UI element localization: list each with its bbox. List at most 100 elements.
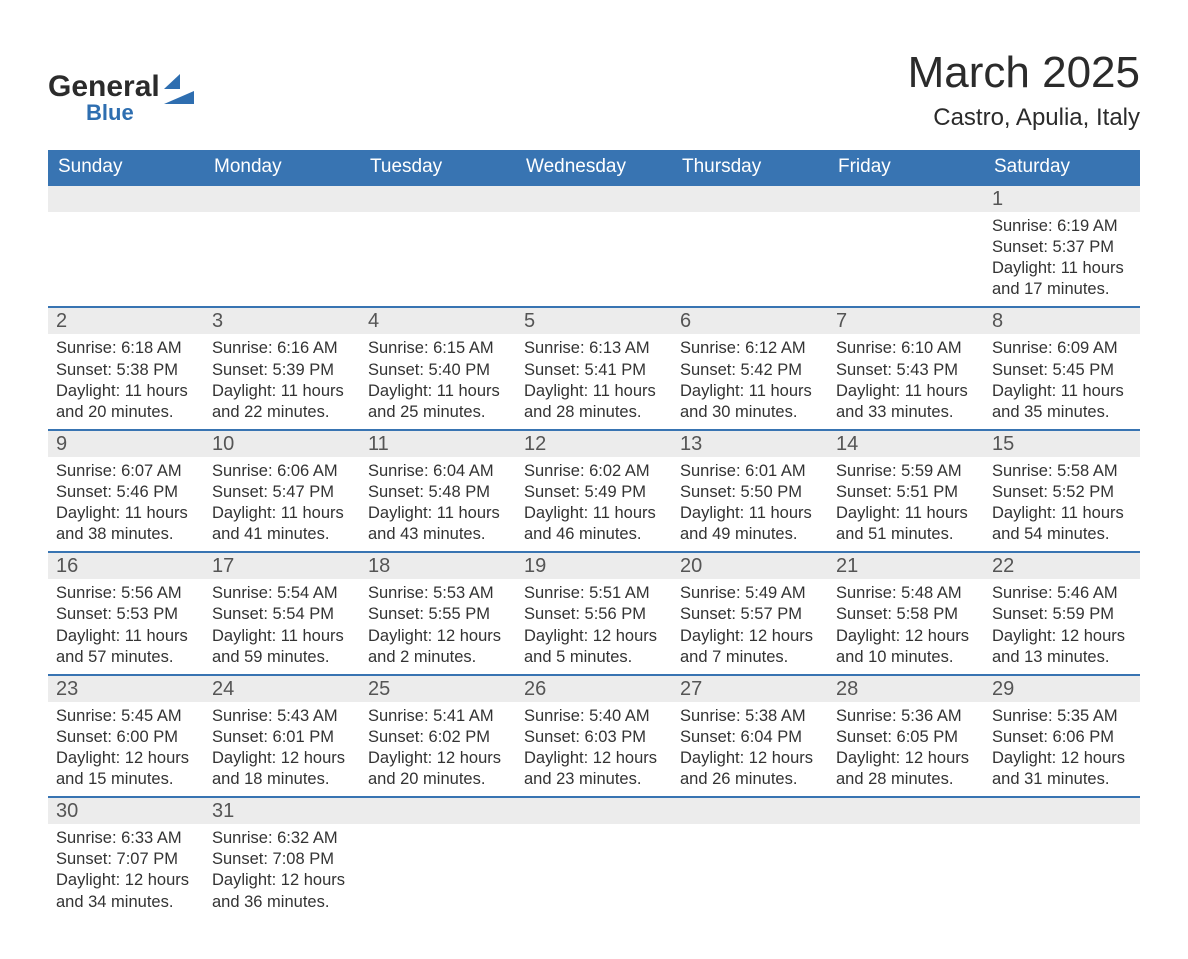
day-details: Sunrise: 5:51 AMSunset: 5:56 PMDaylight:… [516, 579, 672, 673]
daylight-line-2: and 57 minutes. [56, 647, 196, 668]
daylight-line-2: and 22 minutes. [212, 402, 352, 423]
brand-logo: General Blue [48, 48, 198, 126]
daylight-line-2: and 38 minutes. [56, 524, 196, 545]
daylight-line-1: Daylight: 12 hours [212, 748, 352, 769]
sunset-line: Sunset: 5:45 PM [992, 360, 1132, 381]
calendar-day-cell: 4Sunrise: 6:15 AMSunset: 5:40 PMDaylight… [360, 307, 516, 429]
page-header: General Blue March 2025 Castro, Apulia, … [48, 48, 1140, 132]
day-details: Sunrise: 6:18 AMSunset: 5:38 PMDaylight:… [48, 334, 204, 428]
daylight-line-2: and 54 minutes. [992, 524, 1132, 545]
sunset-line: Sunset: 5:53 PM [56, 604, 196, 625]
calendar-header-row: SundayMondayTuesdayWednesdayThursdayFrid… [48, 150, 1140, 185]
day-number [828, 798, 984, 824]
daylight-line-2: and 23 minutes. [524, 769, 664, 790]
logo-word-blue: Blue [86, 100, 160, 126]
sunset-line: Sunset: 5:54 PM [212, 604, 352, 625]
sunrise-line: Sunrise: 6:10 AM [836, 338, 976, 359]
daylight-line-1: Daylight: 11 hours [212, 381, 352, 402]
daylight-line-1: Daylight: 12 hours [212, 870, 352, 891]
sunrise-line: Sunrise: 6:02 AM [524, 461, 664, 482]
title-block: March 2025 Castro, Apulia, Italy [908, 48, 1140, 132]
day-number: 1 [984, 186, 1140, 212]
day-number [360, 186, 516, 212]
day-number: 29 [984, 676, 1140, 702]
day-number: 18 [360, 553, 516, 579]
calendar-day-cell: 20Sunrise: 5:49 AMSunset: 5:57 PMDayligh… [672, 552, 828, 674]
day-details: Sunrise: 5:54 AMSunset: 5:54 PMDaylight:… [204, 579, 360, 673]
day-number: 14 [828, 431, 984, 457]
daylight-line-1: Daylight: 12 hours [56, 870, 196, 891]
calendar-day-cell: 16Sunrise: 5:56 AMSunset: 5:53 PMDayligh… [48, 552, 204, 674]
day-number: 9 [48, 431, 204, 457]
sunrise-line: Sunrise: 6:12 AM [680, 338, 820, 359]
day-details: Sunrise: 6:06 AMSunset: 5:47 PMDaylight:… [204, 457, 360, 551]
daylight-line-1: Daylight: 11 hours [680, 381, 820, 402]
daylight-line-1: Daylight: 12 hours [992, 626, 1132, 647]
daylight-line-1: Daylight: 11 hours [212, 626, 352, 647]
sunrise-line: Sunrise: 6:19 AM [992, 216, 1132, 237]
calendar-empty-cell [516, 797, 672, 918]
sunset-line: Sunset: 5:41 PM [524, 360, 664, 381]
daylight-line-2: and 36 minutes. [212, 892, 352, 913]
day-details: Sunrise: 5:46 AMSunset: 5:59 PMDaylight:… [984, 579, 1140, 673]
daylight-line-2: and 20 minutes. [56, 402, 196, 423]
day-number: 20 [672, 553, 828, 579]
calendar-day-cell: 6Sunrise: 6:12 AMSunset: 5:42 PMDaylight… [672, 307, 828, 429]
sunset-line: Sunset: 7:08 PM [212, 849, 352, 870]
day-details [516, 212, 672, 298]
day-details: Sunrise: 5:59 AMSunset: 5:51 PMDaylight:… [828, 457, 984, 551]
daylight-line-2: and 28 minutes. [836, 769, 976, 790]
calendar-day-cell: 15Sunrise: 5:58 AMSunset: 5:52 PMDayligh… [984, 430, 1140, 552]
sunset-line: Sunset: 5:56 PM [524, 604, 664, 625]
daylight-line-1: Daylight: 12 hours [368, 748, 508, 769]
daylight-line-2: and 25 minutes. [368, 402, 508, 423]
daylight-line-1: Daylight: 11 hours [56, 503, 196, 524]
sunset-line: Sunset: 7:07 PM [56, 849, 196, 870]
daylight-line-2: and 28 minutes. [524, 402, 664, 423]
calendar-day-cell: 2Sunrise: 6:18 AMSunset: 5:38 PMDaylight… [48, 307, 204, 429]
calendar-empty-cell [516, 185, 672, 307]
sunrise-line: Sunrise: 6:18 AM [56, 338, 196, 359]
sunrise-line: Sunrise: 6:15 AM [368, 338, 508, 359]
calendar-day-cell: 11Sunrise: 6:04 AMSunset: 5:48 PMDayligh… [360, 430, 516, 552]
daylight-line-2: and 43 minutes. [368, 524, 508, 545]
day-details [48, 212, 204, 298]
daylight-line-2: and 41 minutes. [212, 524, 352, 545]
sunrise-line: Sunrise: 5:53 AM [368, 583, 508, 604]
day-number: 15 [984, 431, 1140, 457]
sunrise-line: Sunrise: 6:33 AM [56, 828, 196, 849]
daylight-line-1: Daylight: 12 hours [368, 626, 508, 647]
day-number: 13 [672, 431, 828, 457]
sunset-line: Sunset: 5:55 PM [368, 604, 508, 625]
sunset-line: Sunset: 5:47 PM [212, 482, 352, 503]
day-number: 5 [516, 308, 672, 334]
day-details [360, 824, 516, 910]
location-subtitle: Castro, Apulia, Italy [908, 104, 1140, 132]
calendar-day-cell: 10Sunrise: 6:06 AMSunset: 5:47 PMDayligh… [204, 430, 360, 552]
calendar-day-cell: 8Sunrise: 6:09 AMSunset: 5:45 PMDaylight… [984, 307, 1140, 429]
sunset-line: Sunset: 5:58 PM [836, 604, 976, 625]
sunset-line: Sunset: 5:48 PM [368, 482, 508, 503]
daylight-line-2: and 49 minutes. [680, 524, 820, 545]
calendar-day-cell: 30Sunrise: 6:33 AMSunset: 7:07 PMDayligh… [48, 797, 204, 918]
day-details: Sunrise: 5:35 AMSunset: 6:06 PMDaylight:… [984, 702, 1140, 796]
day-details: Sunrise: 5:56 AMSunset: 5:53 PMDaylight:… [48, 579, 204, 673]
day-details [672, 824, 828, 910]
daylight-line-2: and 5 minutes. [524, 647, 664, 668]
sunset-line: Sunset: 5:51 PM [836, 482, 976, 503]
sunset-line: Sunset: 6:04 PM [680, 727, 820, 748]
calendar-day-cell: 17Sunrise: 5:54 AMSunset: 5:54 PMDayligh… [204, 552, 360, 674]
calendar-day-cell: 3Sunrise: 6:16 AMSunset: 5:39 PMDaylight… [204, 307, 360, 429]
sunrise-line: Sunrise: 5:56 AM [56, 583, 196, 604]
day-details [204, 212, 360, 298]
day-details: Sunrise: 6:32 AMSunset: 7:08 PMDaylight:… [204, 824, 360, 918]
day-number [204, 186, 360, 212]
calendar-day-cell: 24Sunrise: 5:43 AMSunset: 6:01 PMDayligh… [204, 675, 360, 797]
day-details: Sunrise: 5:49 AMSunset: 5:57 PMDaylight:… [672, 579, 828, 673]
day-details: Sunrise: 5:45 AMSunset: 6:00 PMDaylight:… [48, 702, 204, 796]
day-number: 31 [204, 798, 360, 824]
daylight-line-2: and 59 minutes. [212, 647, 352, 668]
daylight-line-1: Daylight: 12 hours [680, 748, 820, 769]
calendar-empty-cell [204, 185, 360, 307]
daylight-line-1: Daylight: 12 hours [836, 748, 976, 769]
